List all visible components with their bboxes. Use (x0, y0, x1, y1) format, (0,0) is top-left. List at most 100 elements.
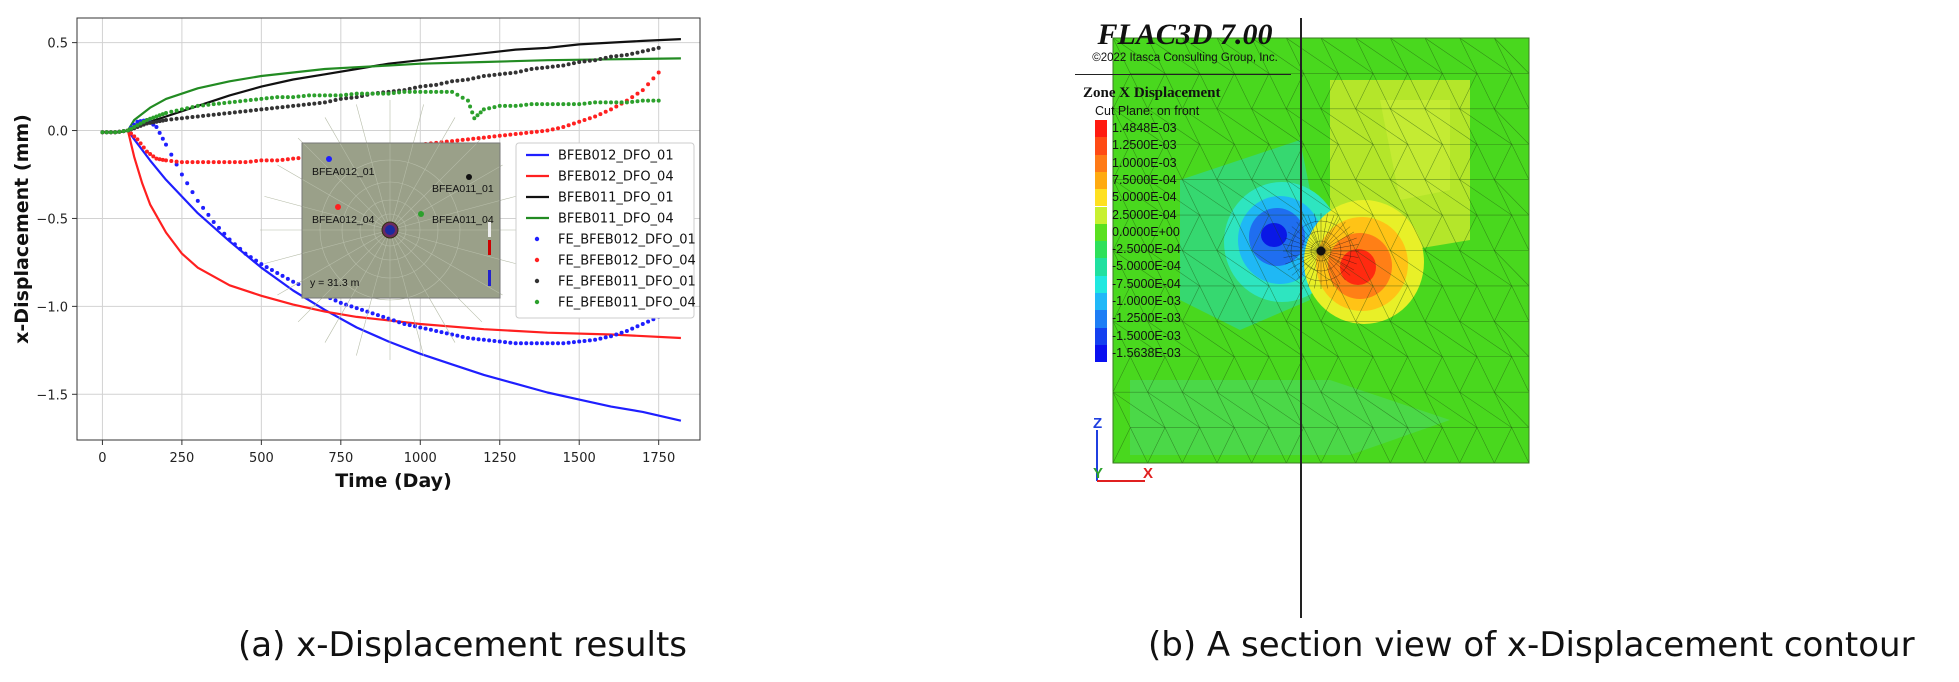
legend-value-label: 0.0000E+00 (1112, 224, 1180, 239)
legend-value-label: 1.4848E-03 (1112, 121, 1177, 135)
mesh-edge (1442, 356, 1460, 393)
data-point (450, 79, 455, 84)
mesh-edge (1407, 73, 1426, 109)
legend-color-swatch (1095, 154, 1107, 172)
mesh-edge (1216, 37, 1235, 74)
data-point (566, 102, 571, 107)
mesh-edge (1320, 231, 1355, 252)
mesh-edge (1182, 392, 1200, 428)
mesh-edge (1390, 321, 1443, 357)
mesh-edge (1476, 144, 1495, 180)
mesh-edge (1287, 231, 1322, 252)
mesh-edge (1268, 73, 1287, 109)
inset-mesh-line (389, 229, 483, 323)
legend-value-label: 5.0000E-04 (1112, 190, 1177, 205)
data-point (503, 103, 508, 108)
mesh-edge (1424, 391, 1478, 428)
mesh-edge (1355, 321, 1408, 357)
data-point (465, 98, 470, 103)
data-point (603, 335, 608, 340)
data-point (169, 159, 174, 164)
data-point (391, 318, 396, 323)
data-point (206, 160, 211, 165)
data-point (545, 65, 550, 70)
mesh-edge (1234, 427, 1252, 464)
legend-value-label: -7.5000E-04 (1112, 276, 1181, 291)
data-point (465, 137, 470, 142)
data-point (497, 103, 502, 108)
borehole-hole (1316, 246, 1326, 256)
data-point (407, 86, 412, 91)
mesh-edge (1390, 392, 1408, 428)
mesh-edge (1320, 179, 1339, 216)
data-point (640, 49, 645, 54)
data-point (497, 339, 502, 344)
data-point (593, 58, 598, 63)
data-point (291, 156, 296, 161)
data-point (280, 95, 285, 100)
mesh-edge (1112, 179, 1166, 216)
y-tick-label: −1.5 (36, 388, 68, 403)
data-point (518, 103, 523, 108)
data-point (232, 160, 237, 165)
mesh-edge (1459, 37, 1478, 74)
data-point (254, 258, 259, 263)
data-point (354, 95, 359, 100)
mesh-edge (1355, 37, 1374, 74)
mesh-edge (1216, 179, 1270, 216)
data-point (481, 135, 486, 140)
data-point (232, 110, 237, 115)
mesh-edge (1182, 321, 1200, 357)
caption-left: (a) x-Displacement results (238, 625, 688, 665)
data-point (407, 323, 412, 328)
data-point (651, 98, 656, 103)
data-point (104, 130, 109, 135)
mesh-edge (1320, 250, 1351, 276)
mesh-edge (1355, 427, 1374, 464)
inset-mesh-line (389, 229, 516, 264)
data-point (211, 102, 216, 107)
mesh-edge (1147, 37, 1166, 74)
mesh-edge (1390, 108, 1443, 145)
mesh-edge (1112, 321, 1131, 357)
mesh-edge (1216, 214, 1235, 251)
data-point (100, 130, 105, 135)
data-point (450, 139, 455, 144)
borehole-core (385, 225, 395, 235)
mesh-edge (1303, 144, 1322, 180)
mesh-edge (1320, 250, 1341, 285)
mesh-edge (1338, 285, 1356, 322)
mesh-edge (1494, 179, 1512, 216)
mesh-edge (1407, 214, 1426, 251)
data-point (640, 88, 645, 93)
data-point (571, 121, 576, 126)
legend-color-swatch (1095, 258, 1107, 276)
data-point (381, 91, 386, 96)
data-point (113, 130, 118, 135)
mesh-edge (1494, 321, 1512, 357)
data-point (540, 102, 545, 107)
y-axis-label-triad: Y (1093, 465, 1103, 482)
mesh-edge (1338, 356, 1356, 393)
mesh-edge (1320, 217, 1341, 252)
legend-value-label: 1.0000E-03 (1112, 155, 1177, 170)
mesh-edge (1283, 244, 1322, 252)
data-point (529, 66, 534, 71)
data-point (280, 105, 285, 110)
data-point (397, 320, 402, 325)
mesh-edge (1390, 250, 1443, 287)
data-point (259, 262, 264, 267)
mesh-edge (1251, 250, 1304, 287)
data-point (428, 89, 433, 94)
legend-color-swatch (1095, 206, 1107, 224)
mesh-edge (1251, 427, 1270, 464)
data-point (497, 72, 502, 77)
mesh-edge (1182, 73, 1200, 109)
data-point (651, 76, 656, 81)
data-point (269, 95, 274, 100)
data-point (582, 338, 587, 343)
mesh-edge (1286, 391, 1339, 428)
mesh-edge (1355, 285, 1374, 322)
data-point (460, 137, 465, 142)
data-point (640, 98, 645, 103)
